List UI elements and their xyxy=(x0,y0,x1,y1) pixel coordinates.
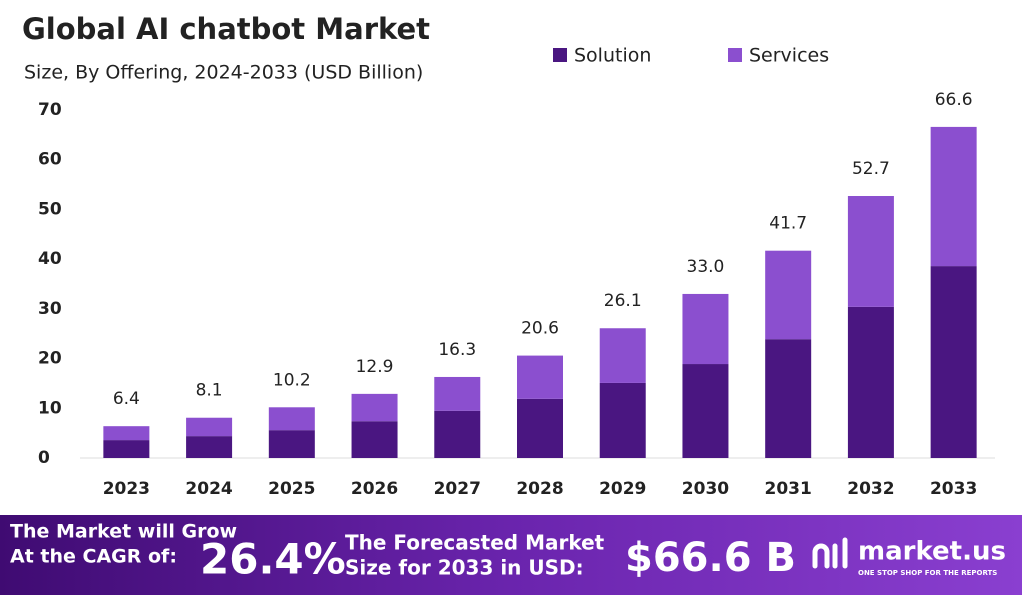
chart-title: Global AI chatbot Market xyxy=(22,12,430,46)
total-label: 41.7 xyxy=(769,214,807,234)
y-tick-label: 50 xyxy=(38,199,62,219)
cagr-text: At the CAGR of: xyxy=(10,546,177,568)
total-label: 66.6 xyxy=(935,90,973,110)
y-tick-label: 20 xyxy=(38,349,62,369)
y-tick-label: 60 xyxy=(38,150,62,170)
y-tick-label: 30 xyxy=(38,299,62,319)
y-tick-label: 10 xyxy=(38,398,62,418)
bar-segment xyxy=(517,355,563,399)
bar-segment xyxy=(599,382,646,458)
x-tick-label: 2026 xyxy=(351,479,398,499)
forecast-text: The Forecasted Market xyxy=(345,531,605,555)
forecast-text: Size for 2033 in USD: xyxy=(345,556,584,580)
bar-segment xyxy=(268,430,315,458)
total-label: 33.0 xyxy=(687,257,725,277)
bar-segment xyxy=(434,376,481,411)
forecast-value: $66.6 B xyxy=(625,535,796,581)
bar-segment xyxy=(434,410,481,458)
bar-segment xyxy=(268,407,315,431)
total-label: 20.6 xyxy=(521,319,559,339)
legend-label: Services xyxy=(749,45,829,67)
legend-swatch xyxy=(553,48,567,62)
bar-segment xyxy=(599,328,646,383)
y-tick-label: 0 xyxy=(38,448,50,468)
y-tick-label: 70 xyxy=(38,100,62,120)
total-label: 26.1 xyxy=(604,291,642,311)
bar-segment xyxy=(186,417,233,437)
bar-segment xyxy=(103,426,150,441)
banner xyxy=(0,515,1022,595)
legend-swatch xyxy=(728,48,742,62)
x-tick-label: 2029 xyxy=(599,479,646,499)
total-label: 10.2 xyxy=(273,370,311,390)
x-tick-label: 2033 xyxy=(930,479,977,499)
bar-segment xyxy=(765,339,812,458)
x-tick-label: 2027 xyxy=(434,479,481,499)
bar-segment xyxy=(682,293,729,365)
bar-segment xyxy=(103,440,150,458)
cagr-text: The Market will Grow xyxy=(10,521,237,543)
brand-logo xyxy=(812,537,848,569)
bar-segment xyxy=(847,306,894,458)
total-label: 6.4 xyxy=(113,389,140,409)
x-tick-label: 2032 xyxy=(847,479,894,499)
total-label: 8.1 xyxy=(196,381,223,401)
bar-segment xyxy=(930,126,977,267)
bar-segment xyxy=(930,266,977,458)
bar-segment xyxy=(765,250,812,340)
x-tick-label: 2031 xyxy=(765,479,812,499)
x-tick-label: 2028 xyxy=(516,479,563,499)
x-tick-label: 2024 xyxy=(185,479,232,499)
bar-segment xyxy=(682,364,729,458)
y-tick-label: 40 xyxy=(38,249,62,269)
brand: market.us xyxy=(858,537,1006,567)
cagr-value: 26.4% xyxy=(200,535,346,584)
bar-segment xyxy=(847,196,894,307)
total-label: 16.3 xyxy=(438,340,476,360)
bar-segment xyxy=(186,436,233,458)
chart-subtitle: Size, By Offering, 2024-2033 (USD Billio… xyxy=(24,62,423,84)
bar-segment xyxy=(517,398,563,458)
legend-label: Solution xyxy=(574,45,651,67)
tagline: ONE STOP SHOP FOR THE REPORTS xyxy=(858,569,997,577)
total-label: 12.9 xyxy=(356,357,394,377)
bar-segment xyxy=(351,421,398,458)
x-tick-label: 2030 xyxy=(682,479,729,499)
bar-segment xyxy=(351,393,398,422)
x-tick-label: 2023 xyxy=(103,479,150,499)
total-label: 52.7 xyxy=(852,159,890,179)
x-tick-label: 2025 xyxy=(268,479,315,499)
